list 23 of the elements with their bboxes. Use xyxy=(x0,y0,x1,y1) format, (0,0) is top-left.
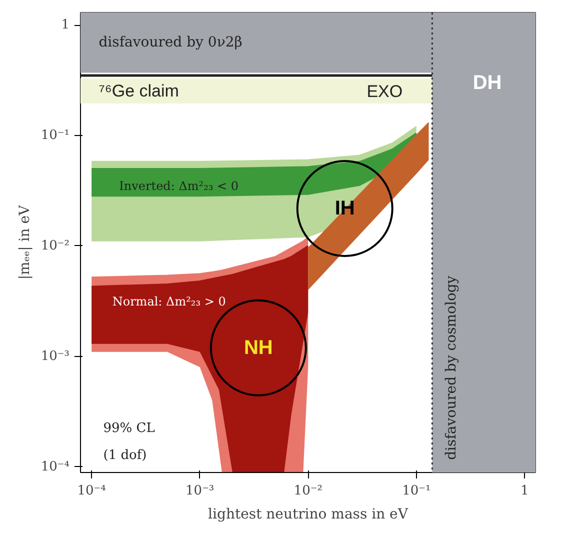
annotation: NH xyxy=(244,336,273,359)
annotation: Inverted: Δm²₂₃ < 0 xyxy=(119,178,239,193)
y-tick-label: 1 xyxy=(61,18,70,33)
y-tick-label: 10⁻² xyxy=(40,238,70,254)
y-tick-label: 10⁻³ xyxy=(40,348,70,364)
x-tick-label: 10⁻⁴ xyxy=(77,484,106,498)
annotation: 99% CL xyxy=(103,420,156,436)
y-tick-label: 10⁻¹ xyxy=(40,128,70,144)
x-tick-label: 10⁻³ xyxy=(186,484,214,498)
annotation: (1 dof) xyxy=(103,448,147,463)
x-tick-label: 1 xyxy=(520,484,529,498)
x-axis-title: lightest neutrino mass in eV xyxy=(208,506,409,522)
band-label: ⁷⁶Ge claim xyxy=(98,81,179,100)
x-tick-label: 10⁻² xyxy=(294,484,322,498)
y-axis-title: |mₑₑ| in eV xyxy=(16,204,33,280)
annotation: Normal: Δm²₂₃ > 0 xyxy=(112,294,226,308)
annotation: EXO xyxy=(366,82,403,102)
x-tick-label: 10⁻¹ xyxy=(402,484,431,498)
band-label: disfavoured by 0ν2β xyxy=(98,34,242,51)
band-label: disfavoured by cosmology xyxy=(443,276,460,460)
annotation: DH xyxy=(472,72,502,94)
y-tick-label: 10⁻⁴ xyxy=(40,459,70,474)
annotation: IH xyxy=(334,197,355,220)
